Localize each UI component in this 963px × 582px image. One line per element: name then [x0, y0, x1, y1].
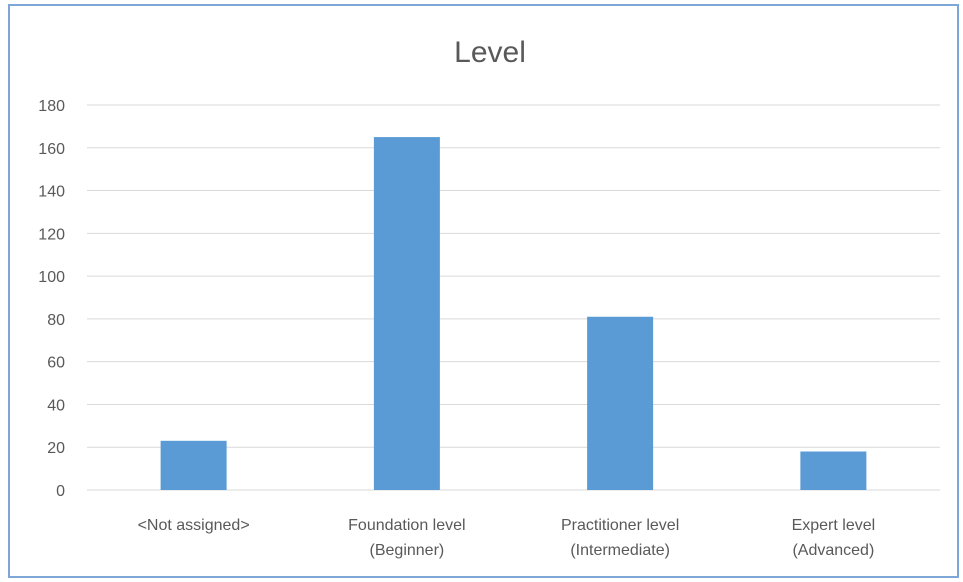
y-tick-label: 180 [38, 98, 65, 115]
x-category-label: <Not assigned> [138, 517, 250, 534]
y-tick-label: 140 [38, 184, 65, 201]
x-category-label: Foundation level [348, 517, 465, 534]
x-category-label: Practitioner level [561, 517, 679, 534]
chart-title[interactable]: Level [454, 36, 526, 69]
y-tick-label: 0 [56, 483, 65, 500]
y-tick-label: 120 [38, 226, 65, 243]
y-tick-label: 160 [38, 141, 65, 158]
x-category-label: (Beginner) [370, 542, 445, 559]
y-axis[interactable]: 0 20 40 60 80 100 120 140 160 180 [38, 98, 65, 500]
x-category-label: (Intermediate) [570, 542, 670, 559]
y-tick-label: 80 [47, 312, 65, 329]
x-category-label: (Advanced) [792, 542, 874, 559]
y-tick-label: 60 [47, 355, 65, 372]
bar[interactable] [160, 440, 227, 490]
y-tick-label: 20 [47, 440, 65, 457]
bar[interactable] [800, 451, 867, 491]
gridlines [87, 104, 940, 491]
bar[interactable] [373, 137, 440, 491]
y-tick-label: 40 [47, 397, 65, 414]
x-axis[interactable]: <Not assigned> Foundation level (Beginner)… [138, 517, 876, 559]
y-tick-label: 100 [38, 269, 65, 286]
x-category-label: Expert level [792, 517, 876, 534]
bar[interactable] [587, 316, 654, 490]
bars [160, 137, 867, 491]
